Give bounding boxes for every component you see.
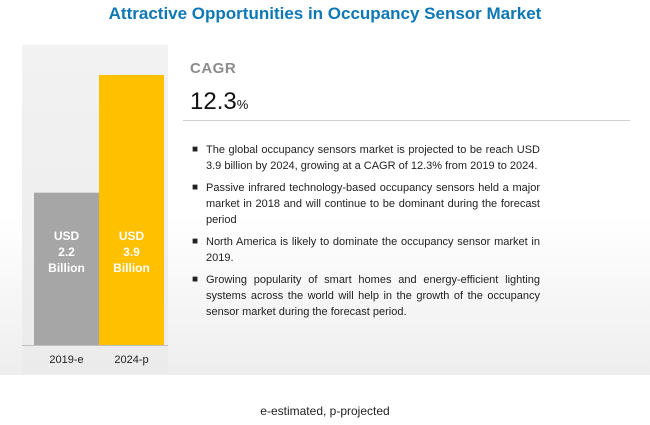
list-item: ■ North America is likely to dominate the… (190, 234, 540, 266)
bullet-text: The global occupancy sensors market is p… (206, 144, 540, 172)
bar-data-label: 3.9 (123, 245, 140, 259)
bar-data-label: Billion (48, 261, 85, 275)
bar-2019-e (34, 192, 99, 345)
bar-2024-p (99, 75, 164, 345)
bar-data-label: USD (119, 229, 145, 243)
bar-data-label: USD (54, 229, 80, 243)
bullet-text: Passive infrared technology-based occupa… (206, 182, 540, 226)
bar-data-label: Billion (113, 261, 150, 275)
bullet-icon: ■ (192, 182, 199, 193)
x-tick-label: 2019-e (49, 354, 83, 366)
cagr-unit: % (236, 97, 249, 112)
bullet-text: North America is likely to dominate the … (206, 236, 540, 264)
cagr-value: 12.3% (190, 88, 248, 116)
cagr-divider (183, 120, 630, 121)
bar-data-label: 2.2 (58, 245, 75, 259)
footnote: e-estimated, p-projected (260, 404, 390, 418)
x-tick-label: 2024-p (114, 354, 148, 366)
chart-title: Attractive Opportunities in Occupancy Se… (108, 4, 542, 23)
cagr-label: CAGR (190, 60, 237, 77)
bullet-icon: ■ (192, 144, 199, 155)
list-item: ■ Growing popularity of smart homes and e… (190, 272, 540, 320)
list-item: ■ The global occupancy sensors market is … (190, 142, 540, 174)
list-item: ■ Passive infrared technology-based occup… (190, 180, 540, 228)
key-findings-list: ■ The global occupancy sensors market is … (190, 142, 540, 326)
cagr-number: 12.3 (190, 88, 237, 115)
bullet-icon: ■ (192, 236, 199, 247)
bullet-icon: ■ (192, 274, 199, 285)
bullet-text: Growing popularity of smart homes and en… (206, 274, 540, 318)
